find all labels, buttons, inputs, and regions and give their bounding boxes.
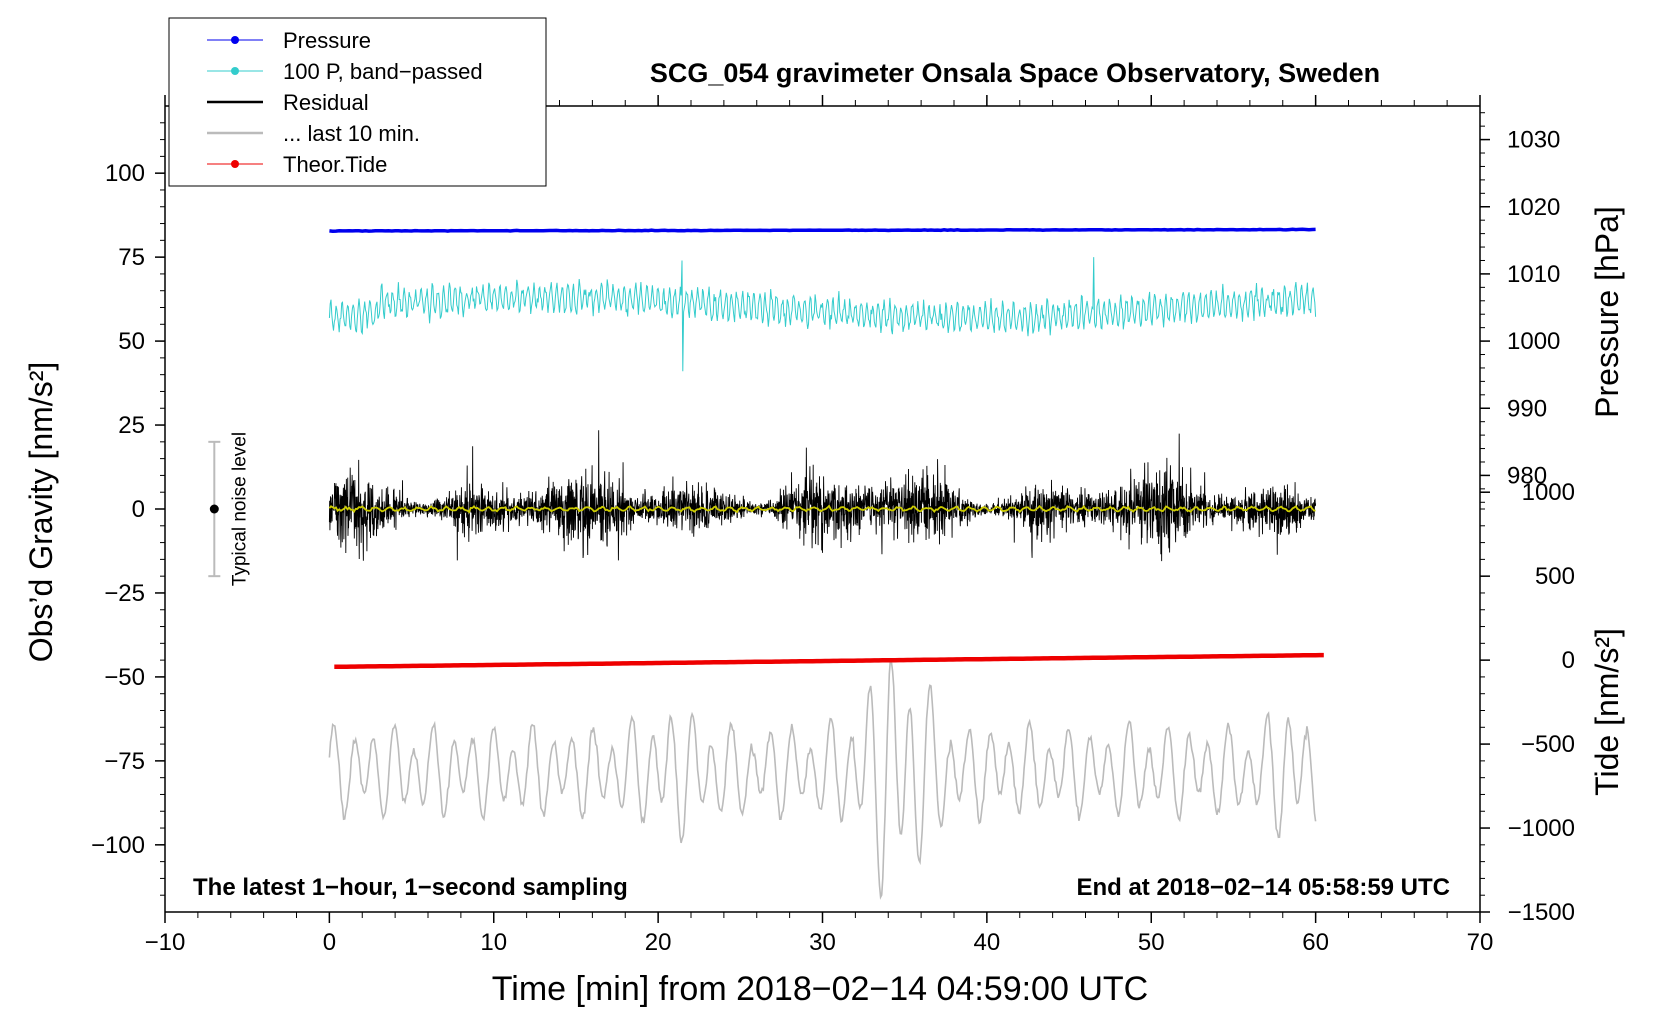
tide-tick-label: −1500 [1508, 899, 1575, 926]
tide-tick-label: 500 [1535, 563, 1575, 590]
pressure-tick-label: 1000 [1507, 328, 1560, 355]
y-axis-label-tide: Tide [nm/s²] [1589, 628, 1625, 796]
x-tick-label: 20 [645, 929, 672, 956]
y-left-tick-label: 25 [118, 412, 145, 439]
tide-tick-label: 0 [1562, 647, 1575, 674]
y-axis-label-left: Obs’d Gravity [nm/s²] [23, 362, 59, 663]
annotation-end-time: End at 2018−02−14 05:58:59 UTC [1076, 874, 1450, 901]
y-left-tick-label: −75 [104, 748, 145, 775]
y-left-tick-label: −100 [91, 832, 145, 859]
pressure-tick-label: 1020 [1507, 194, 1560, 221]
y-left-tick-label: 50 [118, 328, 145, 355]
pressure-tick-label: 1030 [1507, 127, 1560, 154]
y-left-tick-label: −50 [104, 664, 145, 691]
legend-marker-4 [231, 160, 239, 168]
pressure-tick-label: 990 [1507, 395, 1547, 422]
y-left-tick-label: 0 [132, 496, 145, 523]
pressure-axis-ticks: 1030 1020 1010 1000 990 980 [1480, 112, 1560, 503]
tide-tick-label: −500 [1521, 731, 1575, 758]
series-band-passed [328, 257, 1317, 372]
x-tick-label: 50 [1138, 929, 1165, 956]
pressure-tick-label: 1010 [1507, 261, 1560, 288]
y-left-tick-label: 75 [118, 244, 145, 271]
y-left-tick-label: 100 [105, 160, 145, 187]
x-axis-label: Time [min] from 2018−02−14 04:59:00 UTC [492, 970, 1148, 1008]
series-residual-smoothed [328, 504, 1316, 514]
x-tick-label: 30 [809, 929, 836, 956]
x-tick-label: 0 [323, 929, 336, 956]
noise-level-label: Typical noise level [229, 432, 250, 586]
legend: Pressure 100 P, band−passed Residual ... la… [168, 17, 547, 187]
tide-tick-label: 1000 [1522, 479, 1575, 506]
noise-level-marker: Typical noise level [208, 432, 250, 586]
series-last-10-min [328, 659, 1317, 900]
x-tick-label: 10 [480, 929, 507, 956]
left-axis-ticks: 100 75 50 25 0 −25 −50 −75 −100 [91, 122, 165, 896]
annotation-sampling: The latest 1−hour, 1−second sampling [193, 874, 628, 901]
y-axis-label-pressure: Pressure [hPa] [1589, 206, 1625, 418]
legend-label-0: Pressure [283, 28, 371, 53]
legend-marker-1 [231, 67, 239, 75]
legend-marker-0 [231, 36, 239, 44]
series-theor-tide [334, 652, 1324, 670]
legend-label-2: Residual [283, 90, 369, 115]
legend-label-1: 100 P, band−passed [283, 59, 483, 84]
x-tick-label: −10 [145, 929, 186, 956]
chart-title: SCG_054 gravimeter Onsala Space Observat… [650, 58, 1380, 88]
tide-axis-ticks: 1000 500 0 −500 −1000 −1500 [1480, 479, 1575, 926]
pressure-tick-label: 980 [1507, 462, 1547, 489]
legend-label-3: ... last 10 min. [283, 121, 420, 146]
x-tick-label: 60 [1302, 929, 1329, 956]
series-residual [328, 430, 1317, 562]
series-pressure [329, 227, 1316, 233]
legend-label-4: Theor.Tide [283, 152, 387, 177]
y-left-tick-label: −25 [104, 580, 145, 607]
x-tick-label: 70 [1467, 929, 1494, 956]
noise-level-center-dot [209, 504, 219, 514]
x-tick-label: 40 [974, 929, 1001, 956]
series-layer [328, 227, 1324, 900]
tide-tick-label: −1000 [1508, 815, 1575, 842]
x-axis-ticks: −10 0 10 20 30 40 50 60 70 [145, 95, 1494, 956]
